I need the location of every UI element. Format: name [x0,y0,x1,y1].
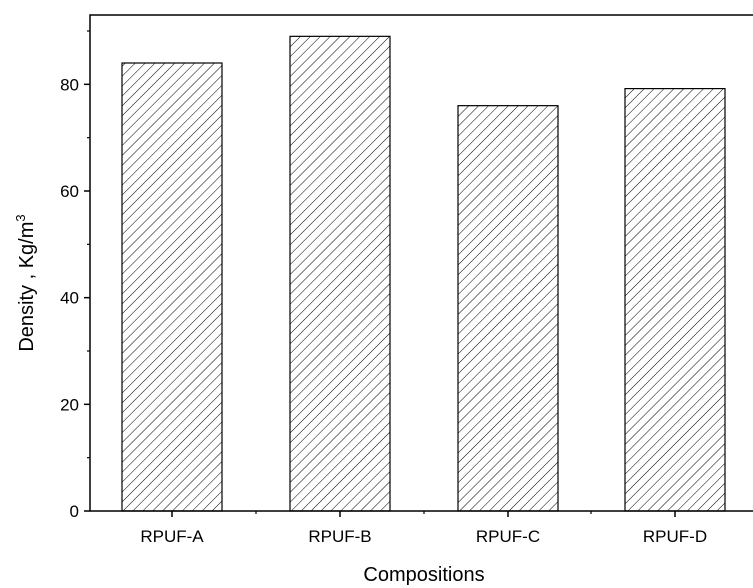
x-tick-label: RPUF-C [476,527,540,546]
y-tick-label: 60 [60,182,79,201]
y-axis-title-superscript: 3 [13,214,28,221]
bar-rpuf-a [121,62,223,512]
y-axis-ticks: 0 20 40 60 80 [60,30,90,521]
x-axis-title: Compositions [363,564,484,586]
y-tick-label: 0 [70,502,79,521]
y-tick-label: 20 [60,395,79,414]
x-axis-ticks: RPUF-A RPUF-B RPUF-C RPUF-D [140,511,707,546]
y-axis-title: Density , Kg/m3 [13,214,38,351]
bar-rpuf-d [624,87,726,512]
bars-group [121,35,726,512]
y-tick-label: 40 [60,289,79,308]
plot-frame [89,14,753,512]
bar-rpuf-b [289,35,391,512]
x-tick-label: RPUF-D [643,527,707,546]
y-axis-title-main: Density , Kg/m [16,222,38,352]
x-tick-label: RPUF-B [308,527,371,546]
y-tick-label: 80 [60,75,79,94]
bar-rpuf-c [457,105,559,512]
x-tick-label: RPUF-A [140,527,204,546]
